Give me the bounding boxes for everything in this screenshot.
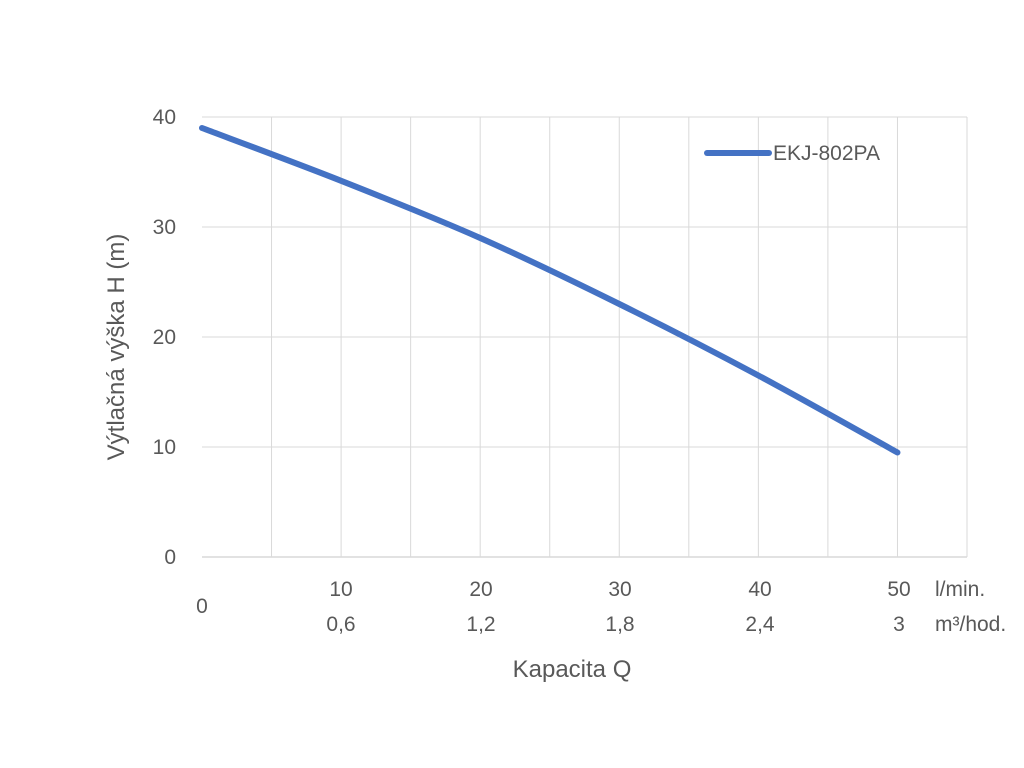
x-unit-secondary: m³/hod.: [935, 613, 1006, 636]
y-tick-label: 0: [164, 546, 176, 569]
legend: EKJ-802PA: [704, 142, 880, 165]
x-tick-label-primary: 30: [608, 578, 631, 601]
x-tick-label-secondary: 1,8: [605, 613, 634, 636]
y-tick-label: 10: [153, 436, 176, 459]
x-axis-ticks: 0 10 20 30 40 50 l/min. 0,6 1,2 1,8 2,4 …: [196, 578, 1006, 636]
x-tick-label-secondary: 0,6: [326, 613, 355, 636]
x-tick-label-primary: 40: [748, 578, 771, 601]
legend-label: EKJ-802PA: [773, 142, 880, 165]
x-tick-label-secondary: 3: [893, 613, 905, 636]
x-tick-label-secondary: 2,4: [745, 613, 775, 636]
y-tick-label: 30: [153, 216, 176, 239]
series-line-ekj-802pa: [199, 125, 901, 456]
x-tick-label-primary: 10: [329, 578, 352, 601]
y-tick-label: 20: [153, 326, 176, 349]
x-unit-primary: l/min.: [935, 578, 985, 601]
x-origin-label: 0: [196, 595, 208, 618]
y-tick-label: 40: [153, 106, 176, 129]
x-tick-label-secondary: 1,2: [466, 613, 495, 636]
x-tick-label-primary: 50: [887, 578, 910, 601]
x-tick-label-primary: 20: [469, 578, 492, 601]
y-axis-title: Výtlačná výška H (m): [103, 234, 130, 461]
y-axis-ticks: 0 10 20 30 40: [153, 106, 176, 569]
grid: [202, 116, 968, 558]
x-axis-title: Kapacita Q: [513, 656, 632, 683]
